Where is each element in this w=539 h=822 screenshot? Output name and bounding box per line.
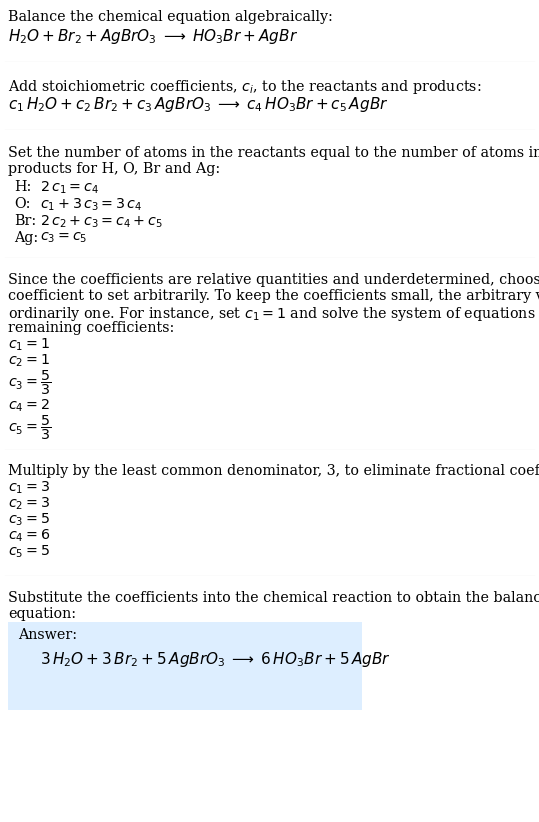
Text: ordinarily one. For instance, set $c_1 = 1$ and solve the system of equations fo: ordinarily one. For instance, set $c_1 =…	[8, 305, 539, 323]
Text: Answer:: Answer:	[18, 628, 77, 642]
Text: $c_2 = 1$: $c_2 = 1$	[8, 353, 50, 369]
Text: Set the number of atoms in the reactants equal to the number of atoms in the: Set the number of atoms in the reactants…	[8, 146, 539, 160]
Text: O:: O:	[14, 197, 31, 211]
Text: $c_3 = c_5$: $c_3 = c_5$	[40, 231, 87, 246]
Text: products for H, O, Br and Ag:: products for H, O, Br and Ag:	[8, 162, 220, 176]
Text: $c_5 = 5$: $c_5 = 5$	[8, 544, 50, 561]
Text: Since the coefficients are relative quantities and underdetermined, choose a: Since the coefficients are relative quan…	[8, 273, 539, 287]
Text: $2\,c_1 = c_4$: $2\,c_1 = c_4$	[40, 180, 99, 196]
Text: Add stoichiometric coefficients, $c_i$, to the reactants and products:: Add stoichiometric coefficients, $c_i$, …	[8, 78, 481, 96]
Text: Br:: Br:	[14, 214, 36, 228]
Text: $c_1\, H_2O + c_2\, Br_2 + c_3\, AgBrO_3 \;\longrightarrow\; c_4\, HO_3Br + c_5\: $c_1\, H_2O + c_2\, Br_2 + c_3\, AgBrO_3…	[8, 95, 389, 114]
Text: coefficient to set arbitrarily. To keep the coefficients small, the arbitrary va: coefficient to set arbitrarily. To keep …	[8, 289, 539, 303]
Text: H:: H:	[14, 180, 31, 194]
Text: $2\,c_2 + c_3 = c_4 + c_5$: $2\,c_2 + c_3 = c_4 + c_5$	[40, 214, 163, 230]
Text: $c_1 = 1$: $c_1 = 1$	[8, 337, 50, 353]
Text: $c_5 = \dfrac{5}{3}$: $c_5 = \dfrac{5}{3}$	[8, 414, 51, 442]
Text: Ag:: Ag:	[14, 231, 38, 245]
Text: $3\,H_2O + 3\,Br_2 + 5\,AgBrO_3 \;\longrightarrow\; 6\,HO_3Br + 5\,AgBr$: $3\,H_2O + 3\,Br_2 + 5\,AgBrO_3 \;\longr…	[40, 650, 391, 669]
Text: equation:: equation:	[8, 607, 76, 621]
Text: $c_3 = 5$: $c_3 = 5$	[8, 512, 50, 529]
Text: $c_4 = 2$: $c_4 = 2$	[8, 398, 50, 414]
Text: $c_2 = 3$: $c_2 = 3$	[8, 496, 50, 512]
FancyBboxPatch shape	[1, 621, 369, 712]
Text: $c_4 = 6$: $c_4 = 6$	[8, 528, 50, 544]
Text: Substitute the coefficients into the chemical reaction to obtain the balanced: Substitute the coefficients into the che…	[8, 591, 539, 605]
Text: Multiply by the least common denominator, 3, to eliminate fractional coefficient: Multiply by the least common denominator…	[8, 464, 539, 478]
Text: $c_1 = 3$: $c_1 = 3$	[8, 480, 50, 496]
Text: $c_1 + 3\,c_3 = 3\,c_4$: $c_1 + 3\,c_3 = 3\,c_4$	[40, 197, 142, 214]
Text: Balance the chemical equation algebraically:: Balance the chemical equation algebraica…	[8, 10, 333, 24]
Text: $H_2O + Br_2 + AgBrO_3 \;\longrightarrow\; HO_3Br + AgBr$: $H_2O + Br_2 + AgBrO_3 \;\longrightarrow…	[8, 27, 298, 46]
Text: remaining coefficients:: remaining coefficients:	[8, 321, 175, 335]
Text: $c_3 = \dfrac{5}{3}$: $c_3 = \dfrac{5}{3}$	[8, 369, 51, 398]
